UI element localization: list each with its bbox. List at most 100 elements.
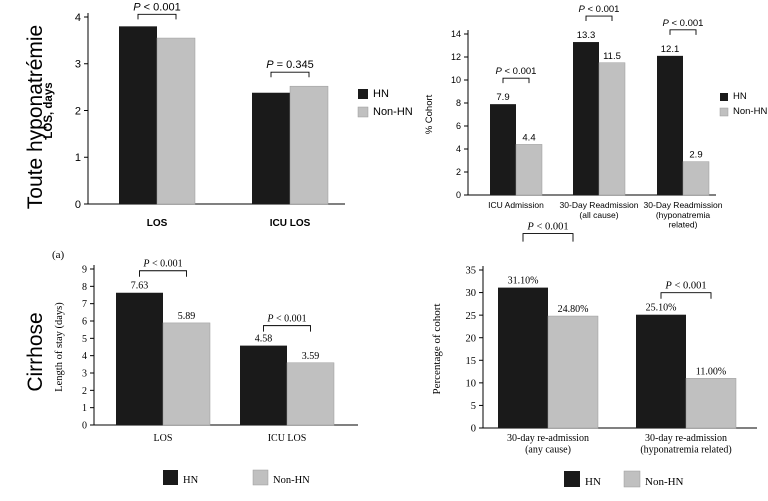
y-tick-label: 8	[82, 282, 87, 293]
y-tick-label: 6	[456, 121, 461, 131]
p-value-annotation: P < 0.001	[496, 66, 537, 77]
category-label: 30-day re-admission (hyponatremia related…	[640, 433, 731, 456]
y-axis-label: % Cohort	[424, 94, 435, 134]
bar-hn	[252, 92, 290, 204]
value-label: 7.63	[131, 281, 149, 292]
bar-non-hn	[162, 322, 211, 426]
y-tick-label: 4	[456, 144, 461, 154]
panel-label-a: (a)	[52, 249, 65, 261]
y-tick-label: 0	[456, 190, 461, 200]
y-tick-label: 5	[471, 401, 476, 412]
legend-swatch-hn	[163, 470, 178, 485]
bar-non-hn	[515, 144, 543, 196]
y-tick-label: 35	[466, 266, 477, 277]
y-tick-label: 1	[75, 152, 81, 164]
value-label: 24.80%	[558, 304, 589, 315]
significance-bracket	[660, 292, 712, 299]
bar-non-hn	[598, 62, 626, 196]
y-tick-label: 0	[75, 199, 81, 211]
bar-non-hn	[547, 315, 599, 429]
category-label: ICU LOS	[270, 218, 311, 229]
legend-swatch-non-hn	[357, 106, 369, 118]
legend-swatch-non-hn	[719, 107, 729, 117]
p-value-annotation: P < 0.001	[142, 259, 182, 270]
value-label: 4.4	[522, 132, 535, 143]
value-label: 7.9	[496, 92, 509, 103]
legend-label-hn: HN	[733, 91, 747, 102]
row-label-top: Toute hyponatrémie	[24, 25, 47, 209]
y-tick-label: 30	[466, 288, 477, 299]
y-tick-label: 14	[451, 29, 461, 39]
category-label: ICU Admission	[488, 200, 544, 210]
y-tick-label: 2	[75, 105, 81, 117]
legend-swatch-non-hn	[623, 470, 641, 488]
value-label: 13.3	[577, 30, 596, 41]
legend-label-hn: HN	[585, 476, 601, 488]
legend-swatch-non-hn	[252, 469, 269, 486]
y-tick-label: 12	[451, 52, 461, 62]
significance-bracket	[137, 13, 177, 20]
chart-cirrhosis-length-of-stay: 0 1 2 3 4 5 6 7 8 9 Length of stay (days) 7.63 5.89 P…	[54, 259, 358, 486]
y-axis-label: Percentage of cohort	[431, 303, 443, 394]
y-tick-label: 9	[82, 265, 87, 276]
category-label: 30-day re-admission (any cause)	[507, 433, 589, 456]
category-label: 30-Day Readmission (hyponatremia related)	[644, 200, 723, 230]
y-tick-label: 4	[82, 351, 87, 362]
p-value-annotation: P < 0.001	[664, 281, 706, 292]
legend-label-non-hn: Non-HN	[373, 106, 413, 118]
y-tick-label: 6	[82, 317, 87, 328]
y-tick-label: 10	[466, 379, 477, 390]
legend-swatch-hn	[720, 93, 728, 101]
y-tick-label: 2	[456, 167, 461, 177]
significance-bracket	[502, 77, 530, 84]
p-value-annotation: P < 0.001	[526, 222, 568, 233]
bar-non-hn	[289, 85, 329, 205]
bar-non-hn	[682, 161, 710, 196]
p-value-annotation: P < 0.001	[579, 4, 620, 15]
p-value-annotation: P < 0.001	[266, 314, 306, 325]
bar-hn	[573, 42, 599, 195]
value-label: 4.58	[255, 334, 273, 345]
category-label: LOS	[154, 433, 173, 444]
row-label-bottom: Cirrhose	[24, 312, 47, 391]
chart-percent-cohort: 0 2 4 6 8 10 12 14 % Cohort 7.9 4.4 P < 0.001 ICU Ad…	[424, 4, 767, 230]
p-value-annotation: P < 0.001	[663, 18, 704, 29]
y-tick-label: 10	[451, 75, 461, 85]
y-tick-label: 5	[82, 334, 87, 345]
bar-non-hn	[286, 362, 335, 426]
y-tick-label: 2	[82, 386, 87, 397]
legend-label-non-hn: Non-HN	[273, 475, 310, 486]
p-value-annotation: P = 0.345	[266, 59, 313, 71]
y-axis-label: LOS, days	[43, 82, 55, 138]
bar-hn	[636, 314, 686, 428]
chart-los-days: 0 1 2 3 4 LOS, days P < 0.001 LOS P = 0.345 ICU L…	[43, 1, 413, 229]
legend-label-non-hn: Non-HN	[733, 106, 767, 117]
value-label: 12.1	[661, 44, 680, 55]
significance-bracket	[669, 29, 697, 35]
legend-swatch-hn	[564, 471, 580, 487]
significance-bracket	[263, 325, 311, 332]
value-label: 11.5	[603, 51, 621, 62]
bar-non-hn	[685, 378, 737, 429]
value-label: 11.00%	[696, 366, 726, 377]
y-tick-label: 1	[82, 403, 87, 414]
value-label: 31.10%	[508, 276, 539, 287]
value-label: 25.10%	[646, 303, 677, 314]
bar-hn	[657, 55, 683, 195]
y-tick-label: 15	[466, 356, 477, 367]
significance-bracket	[270, 71, 310, 78]
category-label: 30-Day Readmission (all cause)	[560, 200, 639, 220]
category-label: LOS	[147, 218, 168, 229]
value-label: 3.59	[302, 351, 320, 362]
value-label: 2.9	[689, 150, 702, 161]
p-value-annotation: P < 0.001	[133, 1, 180, 13]
y-tick-label: 20	[466, 333, 477, 344]
significance-bracket	[585, 15, 613, 22]
bar-hn	[116, 292, 163, 425]
bar-hn	[498, 287, 548, 428]
y-tick-label: 3	[75, 59, 81, 71]
value-label: 5.89	[178, 311, 196, 322]
legend-label-non-hn: Non-HN	[645, 476, 684, 488]
legend-label-hn: HN	[183, 475, 199, 486]
y-tick-label: 8	[456, 98, 461, 108]
